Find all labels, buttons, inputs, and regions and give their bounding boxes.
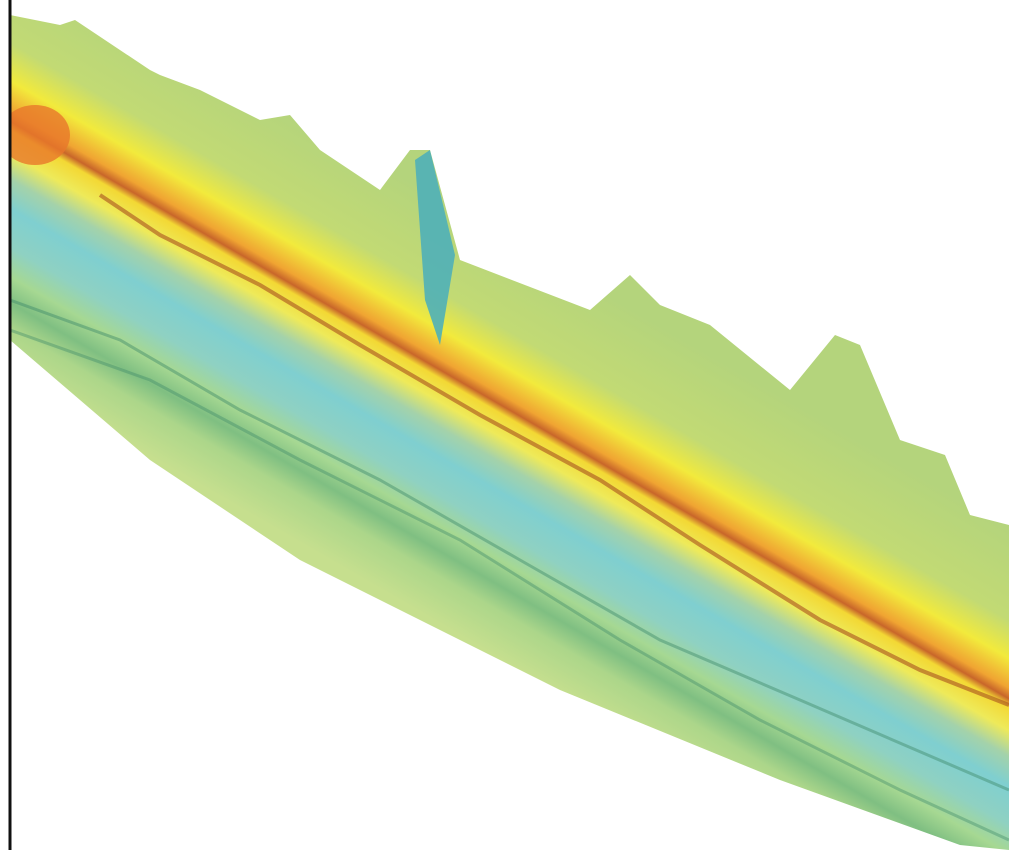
terrain-render [8, 0, 1009, 850]
page [8, 0, 1009, 850]
terrain-surface [10, 15, 1009, 850]
